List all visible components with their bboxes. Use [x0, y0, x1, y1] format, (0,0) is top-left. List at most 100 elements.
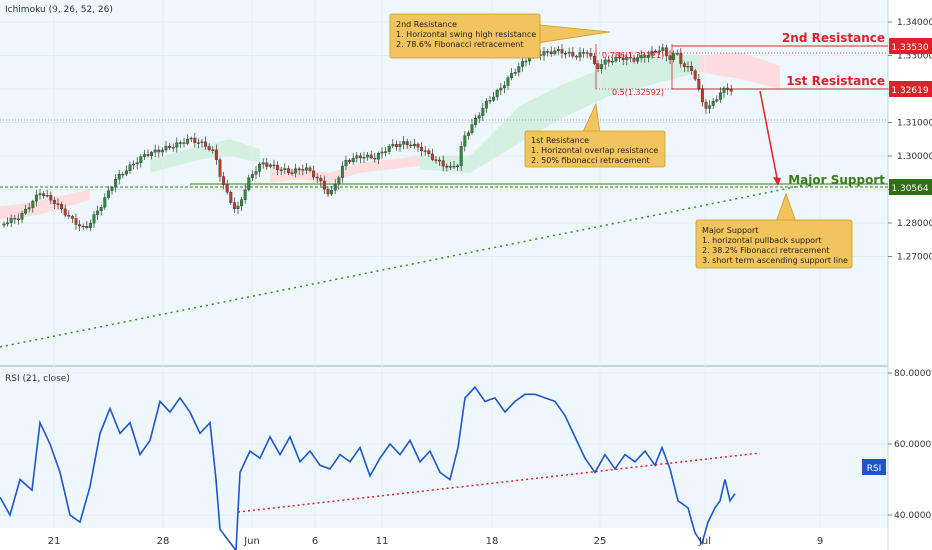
candle-body — [394, 144, 398, 147]
candle-body — [78, 224, 82, 227]
candle-body — [189, 137, 193, 140]
candle-body — [38, 193, 42, 196]
candle-body — [88, 222, 92, 229]
candle-body — [114, 179, 118, 188]
resistance-1-note[interactable]: 1st Resistance 1. Horizontal overlap res… — [524, 102, 666, 168]
candle-body — [510, 73, 514, 79]
ichimoku-cloud — [0, 52, 780, 220]
price-tick-label: 1.31000 — [897, 119, 932, 129]
rsi-indicator-label[interactable]: RSI (21, close) — [5, 374, 70, 384]
candle-body — [258, 163, 262, 172]
resistance-2-note-line: 2. 78.6% Fibonacci retracement — [396, 40, 524, 49]
resistance-2-note[interactable]: 2nd Resistance 1. Horizontal swing high … — [389, 13, 611, 59]
resistance-1-note-pointer — [581, 102, 601, 135]
candle-body — [348, 160, 352, 163]
candle-body — [168, 146, 172, 148]
support-note-line: 2. 38.2% Fibonacci retracement — [702, 246, 830, 255]
date-tick-label: 21 — [48, 536, 61, 547]
candle-body — [272, 164, 276, 167]
support-price-label: 1.30564 — [891, 184, 928, 194]
candle-body — [254, 171, 258, 175]
candle-body — [42, 193, 46, 196]
candle-body — [193, 137, 197, 143]
candle-body — [405, 141, 409, 146]
candlesticks — [2, 43, 733, 232]
candle-body — [106, 190, 110, 198]
candle-body — [380, 151, 384, 154]
target-arrowhead-icon — [773, 177, 781, 186]
rsi-tag-label: RSI — [867, 464, 882, 474]
candle-body — [520, 61, 524, 67]
candle-body — [121, 173, 125, 176]
candle-body — [560, 49, 564, 54]
candle-body — [438, 159, 442, 162]
candle-body — [214, 149, 218, 160]
resistance-2-note-line: 1. Horizontal swing high resistance — [396, 30, 536, 39]
candle-body — [283, 168, 287, 170]
candle-body — [297, 168, 301, 170]
date-tick-label: 28 — [157, 536, 170, 547]
candle-body — [492, 96, 496, 101]
candle-body — [603, 59, 607, 65]
candle-body — [128, 164, 132, 171]
candle-body — [2, 223, 6, 226]
candle-body — [524, 60, 528, 63]
candle-body — [729, 89, 733, 92]
candle-body — [200, 141, 204, 143]
candle-body — [585, 52, 589, 54]
candle-body — [643, 55, 647, 58]
candle-body — [628, 57, 632, 59]
candle-body — [286, 168, 290, 173]
candle-body — [477, 115, 481, 119]
candle-body — [376, 153, 380, 160]
candle-body — [574, 56, 578, 58]
resistance-2-note-title: 2nd Resistance — [396, 20, 457, 29]
candle-body — [582, 52, 586, 54]
resistance-1-price-tag: 1.32619 — [889, 81, 932, 97]
date-axis-ticks: 21 28 Jun 6 11 18 25 Jul 9 — [48, 536, 824, 547]
candle-body — [85, 226, 89, 229]
resistance-2-note-pointer — [529, 23, 611, 45]
candle-body — [222, 176, 226, 185]
candle-body — [596, 63, 600, 69]
support-price-tag: 1.30564 — [889, 179, 932, 195]
candle-body — [70, 216, 74, 219]
candle-body — [452, 165, 456, 168]
ascending-support-line — [0, 183, 811, 348]
candle-body — [697, 79, 701, 89]
ichimoku-indicator-label[interactable]: Ichimoku (9, 26, 52, 26) — [5, 5, 113, 15]
date-tick-label: 18 — [486, 536, 499, 547]
candle-body — [337, 177, 341, 185]
candle-body — [153, 149, 157, 153]
price-tick-label: 1.28000 — [897, 219, 932, 229]
candle-body — [553, 50, 557, 55]
candle-body — [74, 218, 78, 225]
candle-body — [279, 169, 283, 171]
candle-body — [34, 194, 38, 202]
candle-body — [679, 53, 683, 64]
candle-body — [96, 210, 100, 215]
candle-body — [24, 208, 28, 214]
candle-body — [103, 197, 107, 208]
candle-body — [268, 164, 272, 167]
candle-body — [276, 165, 280, 170]
candle-body — [60, 204, 64, 210]
candle-body — [135, 162, 139, 165]
candle-body — [618, 56, 622, 59]
candle-body — [182, 142, 186, 144]
candle-body — [664, 47, 668, 56]
candle-body — [6, 222, 10, 225]
candle-body — [204, 141, 208, 147]
candle-body — [661, 47, 665, 52]
candle-body — [171, 147, 175, 149]
candle-body — [564, 53, 568, 55]
candle-body — [459, 146, 463, 166]
candle-body — [430, 153, 434, 160]
candle-body — [160, 149, 164, 153]
candle-body — [466, 132, 470, 136]
candle-body — [178, 142, 182, 144]
resistance-2-note-box — [389, 13, 541, 59]
candle-body — [124, 170, 128, 175]
support-note[interactable]: Major Support 1. horizontal pullback sup… — [695, 192, 853, 269]
